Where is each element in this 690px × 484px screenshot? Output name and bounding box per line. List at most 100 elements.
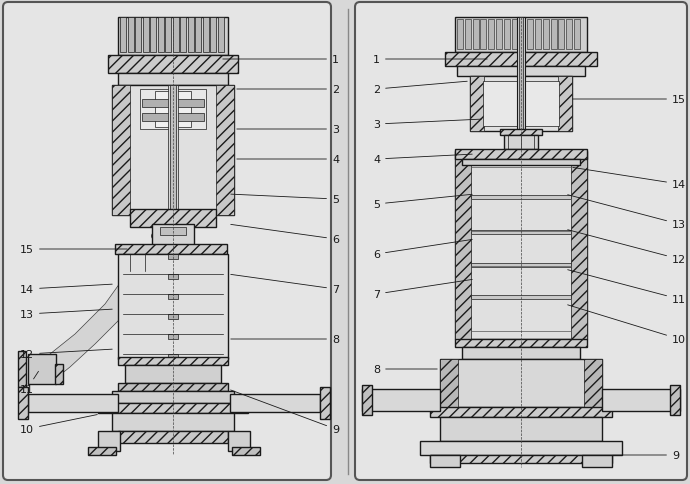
Bar	[18, 351, 26, 387]
Bar	[168, 334, 178, 339]
Text: 11: 11	[568, 270, 686, 304]
Bar	[362, 385, 372, 415]
Bar	[135, 18, 141, 53]
Bar	[440, 359, 458, 407]
Text: 11: 11	[20, 372, 39, 394]
Bar	[142, 100, 170, 108]
Bar	[118, 383, 228, 391]
Text: 6: 6	[230, 225, 339, 244]
Ellipse shape	[508, 168, 522, 187]
Bar	[551, 20, 557, 50]
Bar	[455, 150, 587, 160]
Bar	[566, 20, 572, 50]
Ellipse shape	[210, 266, 222, 273]
Bar	[125, 365, 221, 383]
Text: 7: 7	[373, 280, 472, 300]
Polygon shape	[529, 201, 559, 229]
Bar	[465, 20, 471, 50]
Bar	[176, 114, 204, 122]
Ellipse shape	[210, 326, 222, 333]
Text: 12: 12	[568, 230, 686, 264]
Bar	[232, 447, 260, 455]
Bar	[118, 18, 228, 56]
Bar	[440, 417, 602, 441]
Bar	[130, 210, 216, 227]
Bar	[455, 151, 587, 339]
Bar	[670, 385, 680, 415]
Text: 4: 4	[237, 155, 339, 165]
Bar	[180, 18, 186, 53]
Text: 8: 8	[373, 364, 437, 374]
Circle shape	[152, 233, 159, 240]
Bar	[471, 295, 571, 300]
Bar	[228, 431, 250, 451]
Polygon shape	[529, 302, 559, 329]
Ellipse shape	[537, 179, 565, 189]
Bar	[504, 136, 538, 150]
Bar	[98, 431, 120, 451]
Text: 9: 9	[230, 390, 339, 434]
Ellipse shape	[477, 310, 505, 320]
Polygon shape	[151, 317, 165, 333]
Text: 14: 14	[20, 285, 112, 294]
Bar	[168, 255, 178, 259]
Bar	[217, 18, 224, 53]
Ellipse shape	[210, 306, 222, 313]
Polygon shape	[181, 296, 195, 312]
Circle shape	[487, 84, 493, 90]
Circle shape	[507, 84, 513, 90]
Bar	[489, 20, 494, 50]
Bar	[362, 389, 440, 411]
Polygon shape	[151, 336, 165, 352]
Bar	[168, 314, 178, 319]
Bar	[527, 20, 533, 50]
Bar	[420, 441, 622, 455]
Polygon shape	[181, 276, 195, 292]
Ellipse shape	[568, 168, 582, 187]
Circle shape	[175, 233, 182, 240]
Bar	[120, 18, 126, 53]
Polygon shape	[462, 367, 580, 407]
Bar	[118, 357, 228, 365]
Bar	[582, 455, 612, 467]
Text: 15: 15	[20, 244, 127, 255]
Bar	[55, 364, 63, 384]
Polygon shape	[483, 170, 513, 197]
Bar	[473, 20, 479, 50]
Bar	[168, 294, 178, 300]
Text: 13: 13	[20, 309, 112, 319]
Polygon shape	[483, 237, 513, 264]
Circle shape	[547, 114, 553, 120]
Text: 10: 10	[20, 415, 97, 434]
Ellipse shape	[528, 168, 542, 187]
Bar	[517, 18, 525, 397]
Bar	[195, 18, 201, 53]
Ellipse shape	[537, 278, 565, 288]
Bar	[471, 196, 571, 199]
Text: 1: 1	[223, 55, 339, 65]
Bar	[558, 20, 564, 50]
Polygon shape	[181, 336, 195, 352]
Bar	[455, 18, 587, 53]
Bar	[98, 403, 248, 413]
Bar	[118, 431, 228, 443]
Bar	[18, 387, 28, 419]
Bar	[160, 227, 186, 236]
Bar	[202, 18, 208, 53]
Bar	[108, 56, 238, 74]
Circle shape	[164, 233, 170, 240]
Polygon shape	[181, 317, 195, 333]
Bar	[172, 18, 179, 53]
Bar	[168, 354, 178, 359]
Bar	[143, 18, 148, 53]
Bar	[511, 20, 518, 50]
Bar	[28, 354, 56, 384]
Bar	[457, 20, 463, 50]
Bar	[115, 244, 227, 255]
Bar	[558, 77, 572, 132]
Ellipse shape	[537, 310, 565, 320]
Bar	[430, 455, 460, 467]
Text: 5: 5	[373, 195, 472, 210]
Bar	[168, 86, 178, 286]
Bar	[112, 391, 234, 403]
